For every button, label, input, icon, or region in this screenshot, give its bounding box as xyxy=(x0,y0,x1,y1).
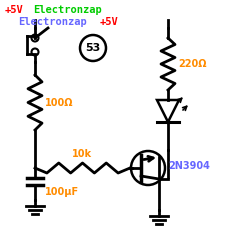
Text: +5V: +5V xyxy=(100,17,119,27)
Text: +5V: +5V xyxy=(5,5,24,15)
Text: 100μF: 100μF xyxy=(45,187,79,197)
Text: 2N3904: 2N3904 xyxy=(168,161,210,171)
Text: Electronzap: Electronzap xyxy=(18,17,87,27)
Text: 53: 53 xyxy=(85,43,101,53)
Text: Electronzap: Electronzap xyxy=(33,5,102,15)
Text: 220Ω: 220Ω xyxy=(178,59,207,69)
Text: 10k: 10k xyxy=(72,149,92,159)
Text: 100Ω: 100Ω xyxy=(45,98,73,108)
